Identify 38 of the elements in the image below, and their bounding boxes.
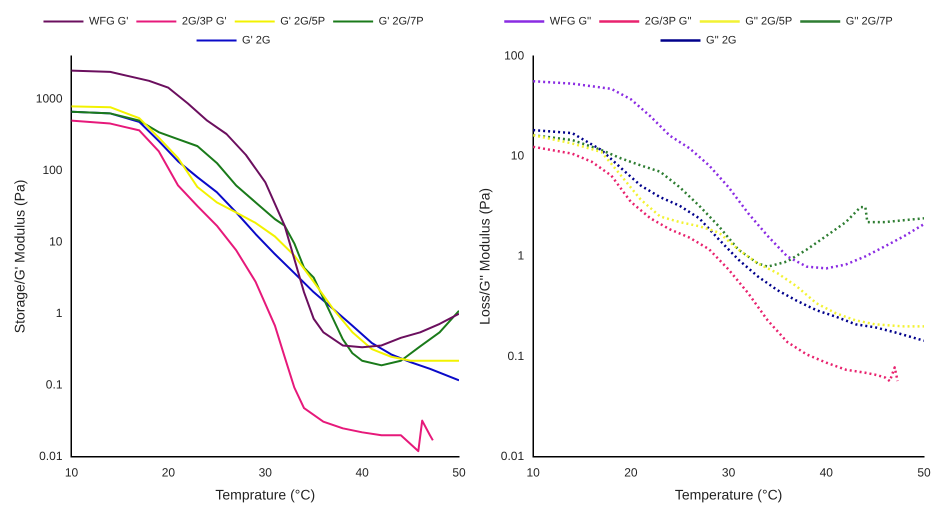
y-tick-label: 0.1 [46,378,63,392]
y-tick-label: 1 [56,306,63,320]
x-tick-label: 50 [452,465,466,480]
x-axis-title: Temperature (°C) [674,486,782,502]
y-tick-label: 10 [510,148,524,163]
legend-label: G' 2G [242,34,270,47]
x-tick-label: 40 [355,465,370,480]
y-tick-label: 100 [504,48,524,62]
legend-label: WFG G'' [550,16,592,28]
x-tick-label: 50 [917,465,931,480]
legend-label: 2G/3P G'' [644,16,692,28]
y-tick-label: 1 [517,248,524,263]
y-axis-title: Loss/G'' Modulus (Pa) [476,188,492,325]
y-tick-label: 0.01 [39,449,63,464]
y-axis-title: Storage/G' Modulus (Pa) [11,180,28,334]
legend-label: G'' 2G [706,34,737,47]
y-tick-label: 1000 [36,91,63,106]
y-tick-label: 10 [49,234,63,248]
x-tick-label: 30 [722,465,736,480]
x-tick-label: 40 [820,465,834,480]
y-tick-label: 0.01 [500,449,524,464]
line-series [533,134,924,268]
x-tick-label: 20 [624,465,638,480]
x-tick-label: 20 [162,465,176,480]
x-tick-label: 10 [64,465,78,480]
legend-label: G'' 2G/5P [745,16,792,28]
legend-label: WFG G' [88,16,128,28]
legend-label: G' 2G/5P [280,16,326,28]
x-tick-label: 10 [526,465,540,480]
legend-label: G'' 2G/7P [846,16,893,28]
legend-label: G' 2G/7P [378,16,424,28]
x-tick-label: 30 [258,465,272,480]
line-series [533,80,924,270]
y-tick-label: 0.1 [507,348,524,363]
y-tick-label: 100 [42,162,63,177]
legend-label: 2G/3P G' [182,16,227,28]
x-axis-title: Temprature (°C) [215,486,316,502]
line-series [533,146,899,382]
